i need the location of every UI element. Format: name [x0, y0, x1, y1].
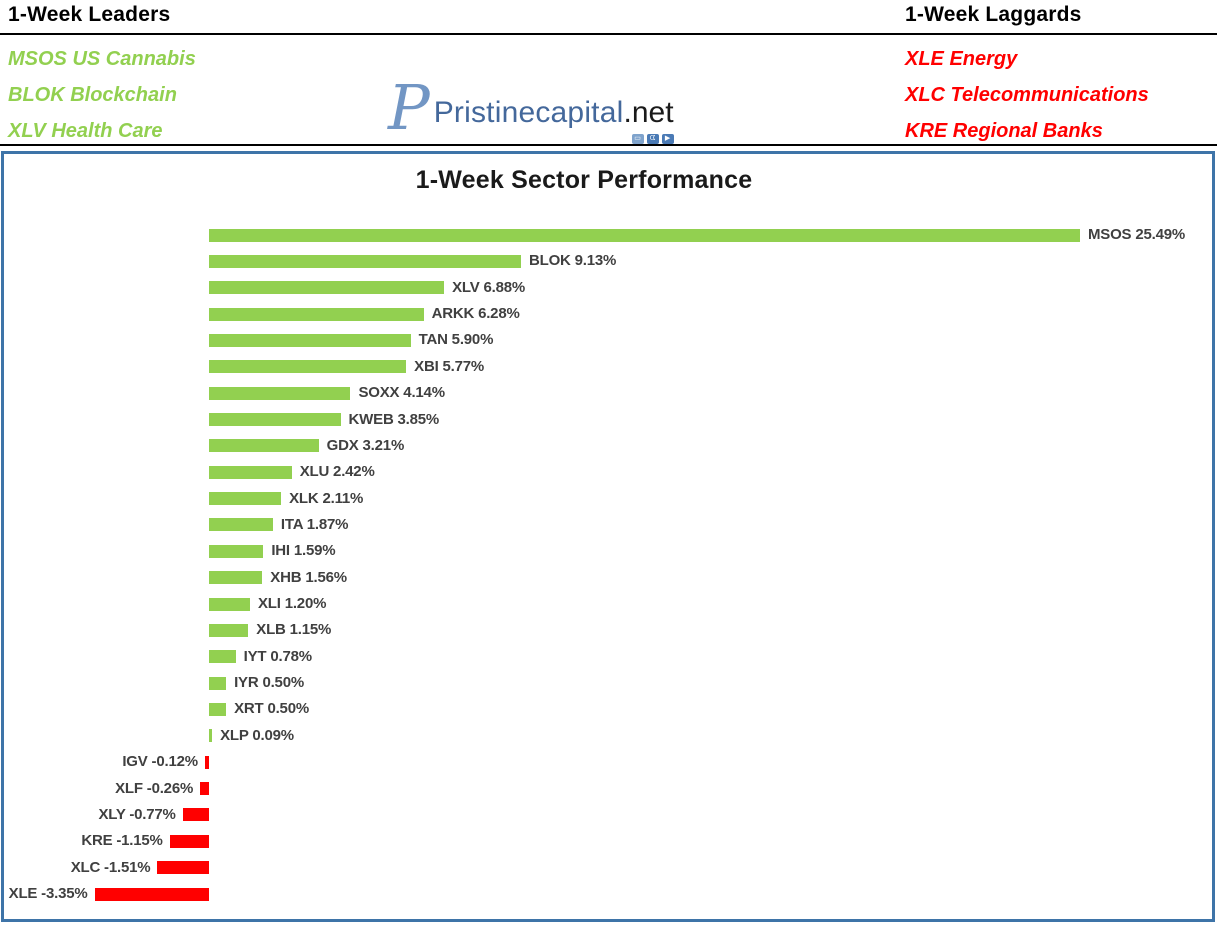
bar-label: IGV -0.12% [122, 753, 198, 771]
bar-label: XLK 2.11% [289, 489, 364, 507]
positive-bar [209, 254, 521, 268]
negative-bar [169, 834, 209, 848]
leaders-list: MSOS US Cannabis BLOK Blockchain XLV Hea… [8, 41, 428, 149]
bar-label: IYT 0.78% [243, 647, 312, 665]
bar-label: XLI 1.20% [258, 595, 327, 613]
positive-bar [209, 307, 424, 321]
bar-label: XLV 6.88% [452, 278, 526, 296]
bar-label: KRE -1.15% [81, 832, 163, 850]
logo-text: Pristinecapital.net ▭ ᗧ ▶ [433, 92, 674, 144]
bar-label: XLB 1.15% [256, 621, 332, 639]
positive-bar [209, 413, 341, 427]
bar-label: XRT 0.50% [234, 700, 309, 718]
header: 1-Week Leaders 1-Week Laggards MSOS US C… [0, 0, 1217, 146]
bar-label: XLE -3.35% [8, 885, 88, 902]
positive-bar [209, 360, 407, 374]
laggard-item: XLC Telecommunications [905, 84, 1149, 106]
positive-bar [209, 650, 236, 664]
positive-bar [209, 518, 273, 532]
bar-label: XLF -0.26% [115, 779, 194, 797]
logo-brand-text: Pristinecapital [433, 96, 624, 129]
positive-bar [209, 439, 319, 453]
bar-label: XLC -1.51% [70, 858, 151, 876]
negative-bar [204, 755, 209, 769]
positive-bar [209, 729, 213, 743]
leader-item: XLV Health Care [8, 120, 163, 142]
leader-item: BLOK Blockchain [8, 84, 177, 106]
positive-bar [209, 492, 282, 506]
bar-label: XHB 1.56% [270, 568, 347, 586]
positive-bar [209, 623, 249, 637]
chart-title: 1-Week Sector Performance [415, 166, 753, 194]
laggard-item: KRE Regional Banks [905, 120, 1103, 142]
positive-bar [209, 465, 292, 479]
negative-bar [157, 861, 209, 875]
bar-label: ARKK 6.28% [431, 305, 520, 323]
banner-icon: ▭ [631, 134, 644, 144]
negative-bar [200, 782, 209, 796]
discord-icon: ᗧ [646, 134, 659, 144]
header-divider-bottom [0, 144, 1217, 146]
laggard-item: XLE Energy [905, 48, 1018, 70]
bar-label: XLY -0.77% [98, 805, 176, 823]
positive-bar [209, 676, 227, 690]
positive-bar [209, 597, 250, 611]
bar-label: IHI 1.59% [271, 542, 336, 560]
bar-label: MSOS 25.49% [1087, 226, 1185, 243]
bar-label: KWEB 3.85% [348, 410, 440, 428]
leader-item: MSOS US Cannabis [8, 48, 196, 70]
leaders-heading: 1-Week Leaders [8, 3, 171, 26]
logo-monogram-icon: P [388, 71, 430, 144]
bar-label: IYR 0.50% [234, 674, 304, 692]
laggards-list: XLE Energy XLC Telecommunications KRE Re… [905, 41, 1217, 149]
bar-label: GDX 3.21% [326, 436, 405, 454]
positive-bar [209, 571, 263, 585]
positive-bar [209, 228, 1080, 242]
bar-label: XLU 2.42% [299, 463, 375, 481]
negative-bar [182, 808, 209, 822]
negative-bar [94, 887, 209, 901]
positive-bar [209, 702, 227, 716]
logo-suffix-text: .net [623, 96, 674, 129]
bar-label: BLOK 9.13% [528, 252, 617, 270]
sector-performance-chart: 1-Week Sector Performance MSOS 25.49% BLO… [1, 151, 1215, 922]
pristinecapital-logo[interactable]: P Pristinecapital.net ▭ ᗧ ▶ [388, 71, 708, 144]
laggards-heading: 1-Week Laggards [905, 3, 1082, 26]
bar-label: XLP 0.09% [220, 726, 294, 744]
logo-social-icons: ▭ ᗧ ▶ [631, 134, 674, 144]
positive-bar [209, 333, 411, 347]
bar-label: ITA 1.87% [280, 515, 349, 533]
header-divider-top [0, 33, 1217, 35]
bar-label: XBI 5.77% [414, 357, 485, 375]
positive-bar [209, 544, 264, 558]
positive-bar [209, 281, 445, 295]
bar-label: TAN 5.90% [418, 331, 494, 349]
tv-icon: ▶ [661, 134, 674, 144]
positive-bar [209, 386, 351, 400]
bar-label: SOXX 4.14% [358, 384, 445, 402]
